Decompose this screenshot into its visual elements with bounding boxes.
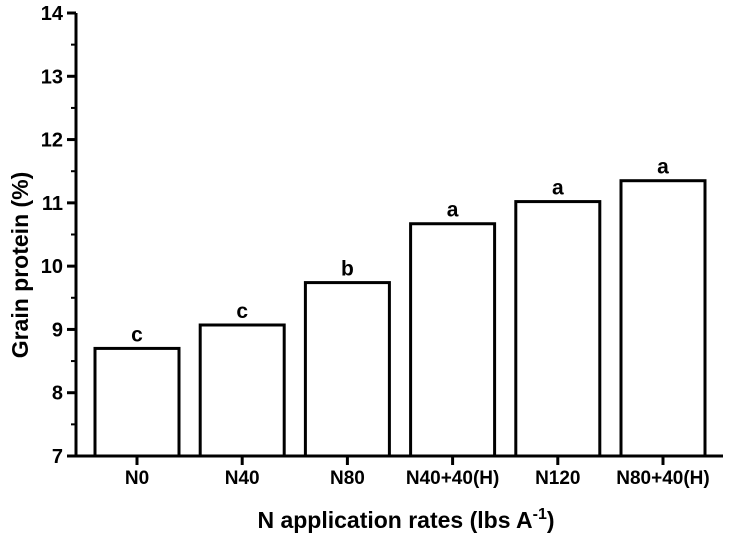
significance-letter: b xyxy=(341,258,354,281)
x-tick-label: N0 xyxy=(125,468,149,489)
y-tick-label: 12 xyxy=(41,130,63,152)
significance-labels: c c b a a a xyxy=(131,156,669,347)
y-tick-label: 9 xyxy=(52,319,63,341)
bar xyxy=(514,200,602,458)
y-tick-label: 13 xyxy=(41,66,63,88)
bar xyxy=(303,281,391,458)
x-axis-title: N application rates (lbs A-1) xyxy=(257,506,554,533)
significance-letter: a xyxy=(447,199,459,222)
bar xyxy=(93,346,181,458)
significance-letter: c xyxy=(236,300,248,323)
x-axis-title-superscript: -1 xyxy=(533,506,547,523)
y-tick-label: 7 xyxy=(52,446,63,468)
significance-letter: a xyxy=(657,156,669,179)
x-axis-title-end: ) xyxy=(547,507,555,533)
x-tick-label: N40 xyxy=(225,468,260,489)
significance-letter: a xyxy=(552,177,564,200)
y-axis-title: Grain protein (%) xyxy=(7,172,33,359)
bar xyxy=(409,222,497,458)
y-tick-label: 10 xyxy=(41,256,63,278)
bars xyxy=(93,179,707,458)
x-tick-label: N120 xyxy=(535,468,580,489)
significance-letter: c xyxy=(131,323,143,346)
x-tick-label: N40+40(H) xyxy=(406,468,499,489)
x-tick-label: N80+40(H) xyxy=(616,468,709,489)
bar xyxy=(619,179,707,458)
x-tick-label: N80 xyxy=(330,468,365,489)
y-tick-label: 11 xyxy=(42,193,63,215)
category-labels: N0 N40 N80 N40+40(H) N120 N80+40(H) xyxy=(125,468,710,489)
y-axis: 7 8 9 10 11 12 13 14 xyxy=(41,3,78,468)
y-tick-label: 8 xyxy=(52,383,63,405)
bar xyxy=(198,323,286,458)
x-axis-title-main: N application rates (lbs A xyxy=(257,507,532,533)
y-tick-label: 14 xyxy=(41,3,64,25)
